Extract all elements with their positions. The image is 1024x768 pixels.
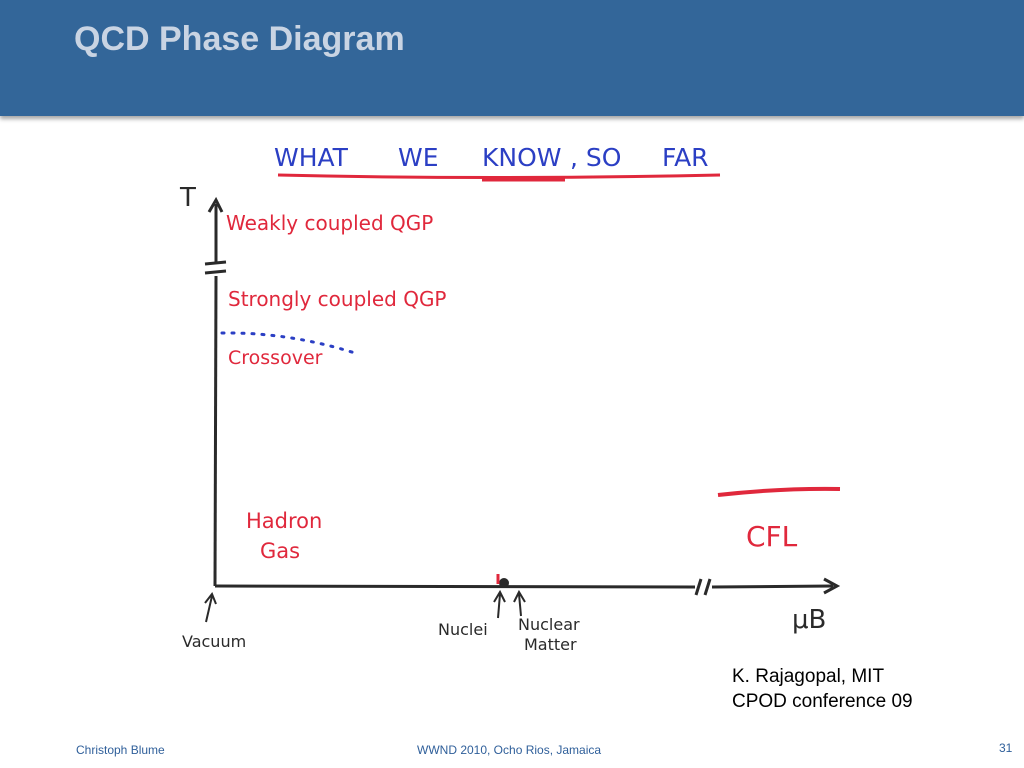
nuclear-matter-label-line2: Matter <box>524 635 577 654</box>
heading-word-know: KNOW <box>482 143 562 172</box>
hadron-gas-label-line1: Hadron <box>246 509 322 533</box>
cfl-boundary-line <box>717 486 841 497</box>
cfl-label: CFL <box>746 520 798 553</box>
y-axis-lower <box>213 275 218 587</box>
citation-conference: CPOD conference 09 <box>732 691 913 712</box>
crossover-label: Crossover <box>228 347 323 369</box>
axes <box>204 196 841 596</box>
heading-word-what: WHAT <box>274 143 349 172</box>
y-axis-label: T <box>179 183 196 213</box>
region-labels: Weakly coupled QGP Strongly coupled QGP … <box>226 211 798 563</box>
footer-author: Christoph Blume <box>76 743 165 757</box>
weakly-coupled-qgp-label: Weakly coupled QGP <box>226 211 433 235</box>
nuclear-matter-label-line1: Nuclear <box>518 615 580 634</box>
page-number: 31 <box>999 741 1013 755</box>
heading-word-so: , SO <box>570 143 621 172</box>
nuclei-arrow <box>493 589 506 619</box>
source-citation: K. Rajagopal, MIT CPOD conference 09 <box>732 664 913 714</box>
heading-word-far: FAR <box>662 143 709 172</box>
strongly-coupled-qgp-label: Strongly coupled QGP <box>228 287 447 311</box>
footer-event: WWND 2010, Ocho Rios, Jamaica <box>417 743 602 757</box>
heading-underline <box>277 173 721 179</box>
citation-author: K. Rajagopal, MIT <box>732 666 885 687</box>
y-axis-break <box>204 260 227 275</box>
x-axis-break <box>694 578 712 596</box>
vacuum-arrow <box>204 592 217 623</box>
nuclei-label: Nuclei <box>438 620 488 639</box>
x-axis-line <box>214 584 834 589</box>
nuclei-point <box>499 578 509 588</box>
heading-word-we: WE <box>398 143 439 172</box>
x-axis-arrow <box>823 577 841 595</box>
crossover-dotted-line <box>220 331 360 356</box>
title-bar: QCD Phase Diagram <box>0 0 1024 116</box>
x-axis-label: μB <box>792 605 826 635</box>
marker-labels: Vacuum Nuclei Nuclear Matter <box>182 615 580 654</box>
nuclear-matter-arrow <box>513 589 526 617</box>
vacuum-label: Vacuum <box>182 632 246 651</box>
marker-arrows <box>204 589 526 623</box>
hadron-gas-label-line2: Gas <box>260 539 300 563</box>
y-axis-arrow <box>207 196 224 213</box>
slide-title: QCD Phase Diagram <box>74 20 405 58</box>
diagram-heading: WHAT WE KNOW , SO FAR <box>274 143 709 172</box>
phase-diagram-sketch: WHAT WE KNOW , SO FAR T μB Weakly couple… <box>179 143 841 654</box>
